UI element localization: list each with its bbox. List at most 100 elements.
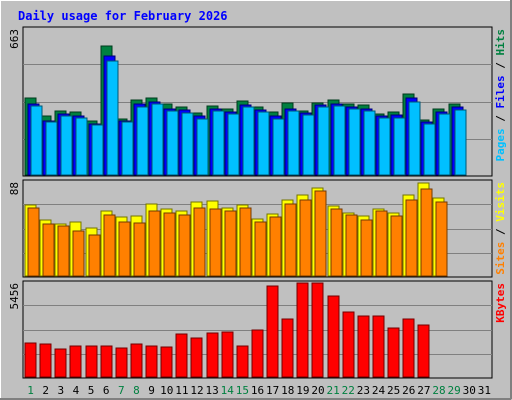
- x-tick-label-day-7: 7: [118, 384, 125, 397]
- bar-kbytes-day-24: [372, 315, 385, 378]
- bar-sites-day-17: [269, 216, 282, 277]
- legend-entry: /: [494, 109, 507, 129]
- y-axis-max-label: 5456: [8, 283, 21, 310]
- chart-panels: 663 Pages / Files / Hits 88 Sites / Visits 5…: [8, 26, 507, 379]
- bar-pages-day-3: [60, 115, 73, 176]
- bar-pages-day-11: [181, 112, 194, 176]
- bar-pages-day-19: [302, 114, 315, 176]
- bar-pages-day-17: [272, 118, 285, 176]
- bar-sites-day-11: [178, 214, 191, 277]
- x-tick-label-day-9: 9: [148, 384, 155, 397]
- x-tick-label-day-17: 17: [266, 384, 279, 397]
- legend-entry: Pages: [494, 128, 507, 161]
- panel-kbytes: 5456 KBytes: [8, 280, 507, 379]
- bar-kbytes-day-26: [402, 318, 415, 378]
- bar-pages-day-9: [151, 103, 164, 176]
- x-tick-label-day-4: 4: [73, 384, 80, 397]
- bar-sites-day-25: [390, 215, 403, 277]
- bar-pages-day-16: [257, 111, 270, 176]
- bar-sites-day-15: [239, 207, 252, 277]
- x-tick-label-day-6: 6: [103, 384, 110, 397]
- legend-entry: /: [494, 56, 507, 76]
- legend-entry: Sites: [494, 242, 507, 275]
- bar-sites-day-14: [224, 210, 237, 277]
- x-tick-label-day-25: 25: [387, 384, 400, 397]
- bar-sites-day-18: [284, 203, 297, 277]
- x-tick-label-day-14: 14: [221, 384, 235, 397]
- legend-entry: Hits: [494, 29, 507, 56]
- bar-pages-day-8: [136, 106, 149, 176]
- x-tick-label-day-10: 10: [160, 384, 173, 397]
- bar-kbytes-day-14: [221, 331, 234, 378]
- bar-kbytes-day-8: [130, 343, 143, 378]
- bar-sites-day-9: [148, 210, 161, 277]
- bar-pages-day-22: [348, 108, 361, 176]
- bar-sites-day-16: [254, 221, 267, 277]
- bar-pages-day-15: [242, 106, 255, 176]
- bar-kbytes-day-20: [311, 282, 324, 378]
- bar-sites-day-12: [193, 207, 206, 277]
- legend-kbytes: KBytes: [494, 283, 507, 323]
- bar-sites-day-8: [133, 222, 146, 277]
- bar-kbytes-day-4: [69, 345, 82, 378]
- bar-pages-day-1: [30, 105, 43, 176]
- bar-pages-day-5: [91, 124, 104, 176]
- chart-title: Daily usage for February 2026: [18, 9, 228, 23]
- bar-sites-day-23: [360, 219, 373, 277]
- y-axis-max-label: 663: [8, 29, 21, 49]
- bar-pages-day-28: [438, 113, 451, 176]
- x-tick-label-day-18: 18: [281, 384, 294, 397]
- bar-pages-day-27: [423, 123, 436, 176]
- legend-hits-files-pages: Pages / Files / Hits: [494, 29, 507, 162]
- bar-pages-day-2: [45, 121, 58, 176]
- x-tick-label-day-20: 20: [311, 384, 324, 397]
- bar-pages-day-14: [227, 113, 240, 176]
- x-tick-label-day-11: 11: [175, 384, 188, 397]
- bar-kbytes-day-27: [417, 324, 430, 378]
- bar-kbytes-day-7: [115, 347, 128, 378]
- bar-kbytes-day-23: [357, 315, 370, 378]
- bar-pages-day-24: [378, 117, 391, 176]
- bar-kbytes-day-6: [100, 345, 113, 378]
- x-tick-label-day-24: 24: [372, 384, 386, 397]
- bar-sites-day-1: [27, 207, 40, 277]
- bar-kbytes-day-19: [296, 282, 309, 378]
- bar-sites-day-10: [163, 212, 176, 277]
- bar-sites-day-21: [330, 208, 343, 277]
- x-tick-label-day-22: 22: [342, 384, 355, 397]
- bar-pages-day-10: [166, 110, 179, 176]
- legend-visits-sites: Sites / Visits: [494, 182, 507, 275]
- x-tick-label-day-15: 15: [236, 384, 249, 397]
- bar-sites-day-20: [314, 190, 327, 277]
- bar-kbytes-day-22: [342, 311, 355, 378]
- x-tick-label-day-8: 8: [133, 384, 140, 397]
- x-tick-label-day-2: 2: [42, 384, 49, 397]
- x-tick-label-day-3: 3: [58, 384, 65, 397]
- bar-kbytes-day-5: [85, 345, 98, 378]
- bar-kbytes-day-9: [145, 345, 158, 378]
- bar-sites-day-13: [209, 208, 222, 277]
- x-tick-label-day-5: 5: [88, 384, 95, 397]
- x-tick-label-day-28: 28: [432, 384, 445, 397]
- legend-entry: KBytes: [494, 283, 507, 323]
- bar-sites-day-24: [375, 210, 388, 277]
- x-tick-label-day-12: 12: [190, 384, 203, 397]
- bar-sites-day-6: [103, 214, 116, 277]
- bar-kbytes-day-16: [251, 329, 264, 378]
- x-tick-label-day-16: 16: [251, 384, 264, 397]
- x-tick-label-day-27: 27: [417, 384, 430, 397]
- x-tick-label-day-13: 13: [205, 384, 218, 397]
- bar-kbytes-day-15: [236, 345, 249, 378]
- bar-pages-day-26: [408, 101, 421, 176]
- legend-entry: Visits: [494, 182, 507, 222]
- x-tick-label-day-30: 30: [463, 384, 476, 397]
- bar-sites-day-26: [405, 199, 418, 277]
- x-tick-label-day-29: 29: [448, 384, 461, 397]
- panel-visits-sites: 88 Sites / Visits: [8, 179, 507, 278]
- bar-pages-day-23: [363, 110, 376, 176]
- bar-kbytes-day-2: [39, 343, 52, 378]
- legend-entry: /: [494, 222, 507, 242]
- panel-hits-files-pages: 663 Pages / Files / Hits: [8, 26, 507, 177]
- bar-pages-day-25: [393, 117, 406, 176]
- bar-pages-day-4: [75, 117, 88, 176]
